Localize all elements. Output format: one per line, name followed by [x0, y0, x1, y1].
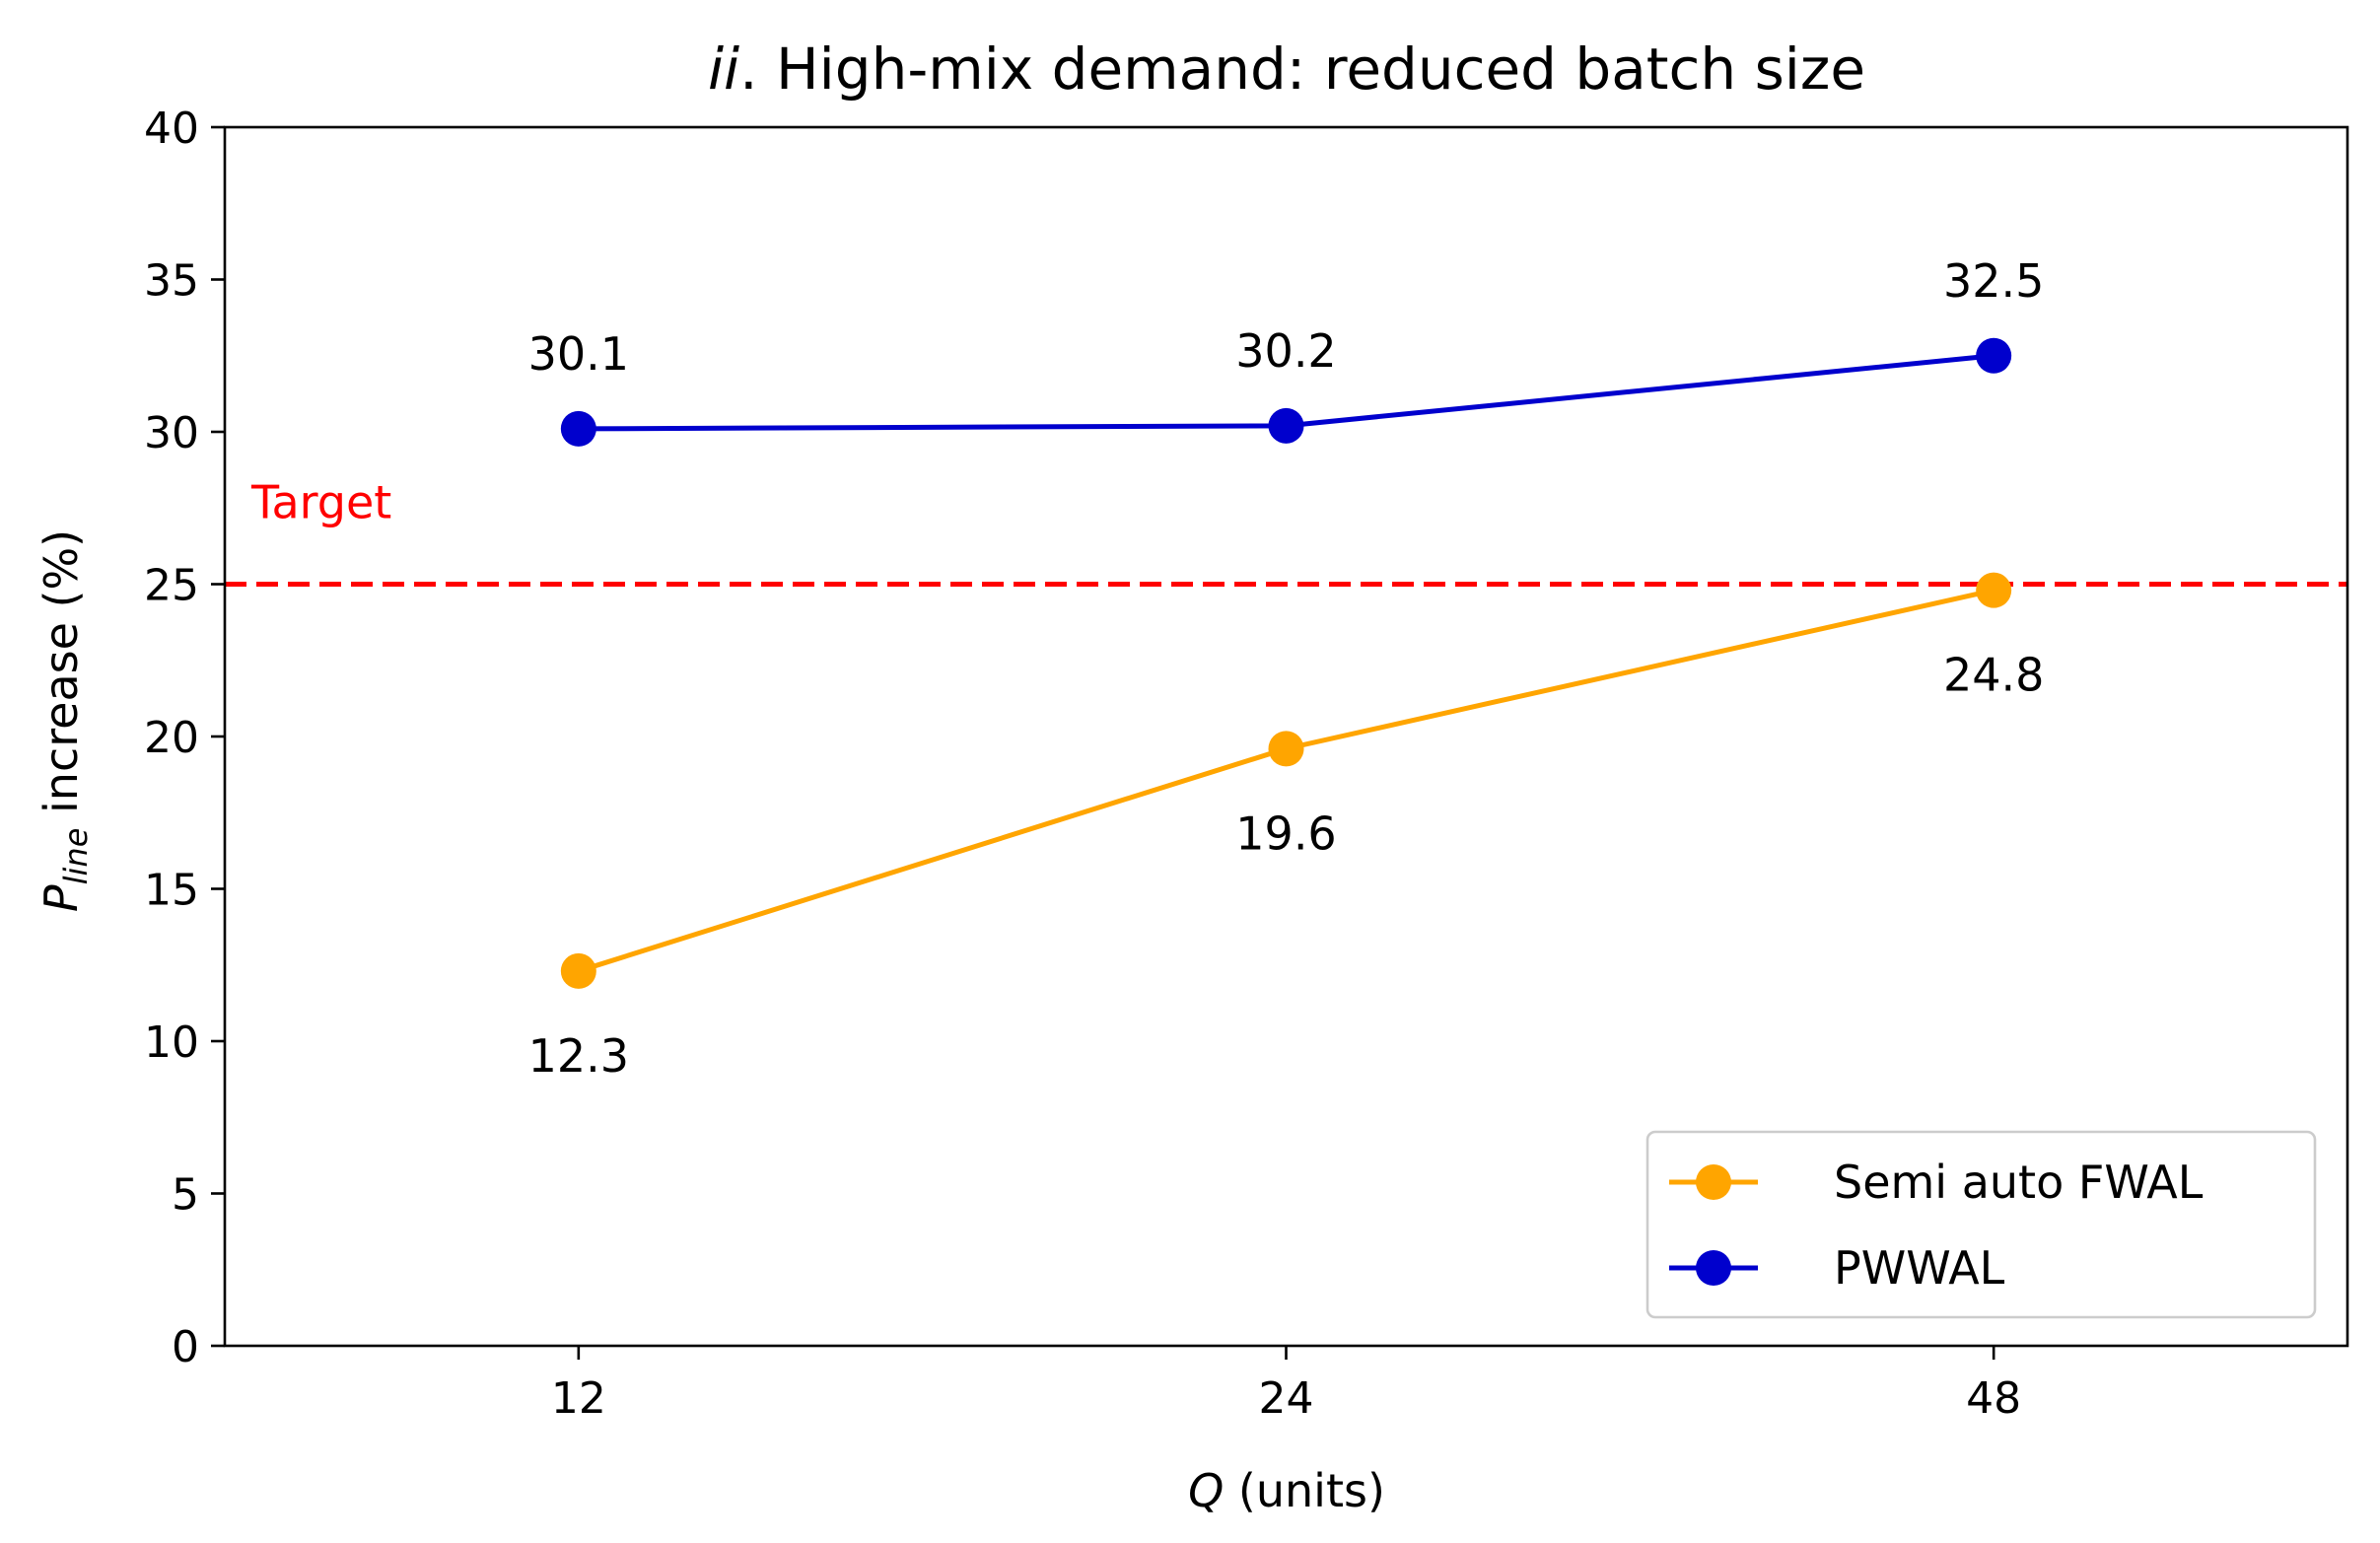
data-point	[560, 952, 596, 989]
ylabel-sub: line	[57, 828, 95, 885]
y-axis-label: Pline increase (%)	[35, 529, 95, 912]
legend-label: Semi auto FWAL	[1834, 1156, 2204, 1209]
data-label: 30.1	[528, 327, 629, 381]
y-tick-label: 20	[144, 713, 199, 763]
data-label: 19.6	[1235, 807, 1336, 860]
legend-swatch-marker	[1696, 1250, 1731, 1286]
legend: Semi auto FWAL PWWAL	[1645, 1130, 2317, 1319]
data-point	[1268, 731, 1304, 767]
title-rest: . High-mix demand: reduced batch size	[739, 35, 1865, 103]
legend-swatch-marker	[1696, 1164, 1731, 1200]
title-italic: ii	[708, 35, 739, 103]
plot-frame	[223, 125, 2349, 1348]
legend-label: PWWAL	[1834, 1241, 2005, 1295]
ylabel-rest: increase (%)	[35, 529, 88, 828]
data-label: 24.8	[1943, 649, 2044, 702]
chart-title: ii. High-mix demand: reduced batch size	[708, 35, 1865, 103]
data-labels-layer: 12.3 19.6 24.8 30.1 30.2 32.5	[528, 254, 2045, 1083]
y-tick-label: 40	[144, 104, 199, 154]
data-point	[1268, 407, 1304, 444]
data-point	[1976, 572, 2012, 608]
y-tick-label: 25	[144, 561, 199, 611]
series-layer	[560, 337, 2012, 989]
legend-box	[1645, 1130, 2317, 1319]
target-label: Target	[250, 476, 391, 529]
y-tick-label: 35	[144, 256, 199, 307]
y-tick-label: 10	[144, 1017, 199, 1068]
data-point	[1976, 337, 2012, 374]
x-tick-label: 24	[1259, 1373, 1314, 1424]
ticks-layer: 0 5 10 15 20 25 30 35 40 12 24 48	[144, 104, 2021, 1424]
y-tick-label: 30	[144, 408, 199, 458]
xlabel-italic: Q	[1188, 1464, 1224, 1517]
reference-line-layer: Target	[225, 476, 2347, 587]
y-tick-label: 0	[172, 1322, 199, 1372]
y-tick-label: 15	[144, 866, 199, 916]
x-tick-label: 48	[1966, 1373, 2021, 1424]
x-tick-label: 12	[551, 1373, 606, 1424]
series-line-0	[578, 588, 1995, 974]
y-tick-label: 5	[172, 1170, 199, 1221]
data-label: 12.3	[528, 1029, 629, 1083]
data-label: 32.5	[1943, 254, 2044, 308]
data-label: 30.2	[1235, 324, 1336, 378]
xlabel-rest: (units)	[1224, 1464, 1385, 1517]
ylabel-main: P	[35, 884, 88, 912]
x-axis-label: Q (units)	[1188, 1464, 1385, 1517]
data-point	[560, 410, 596, 447]
